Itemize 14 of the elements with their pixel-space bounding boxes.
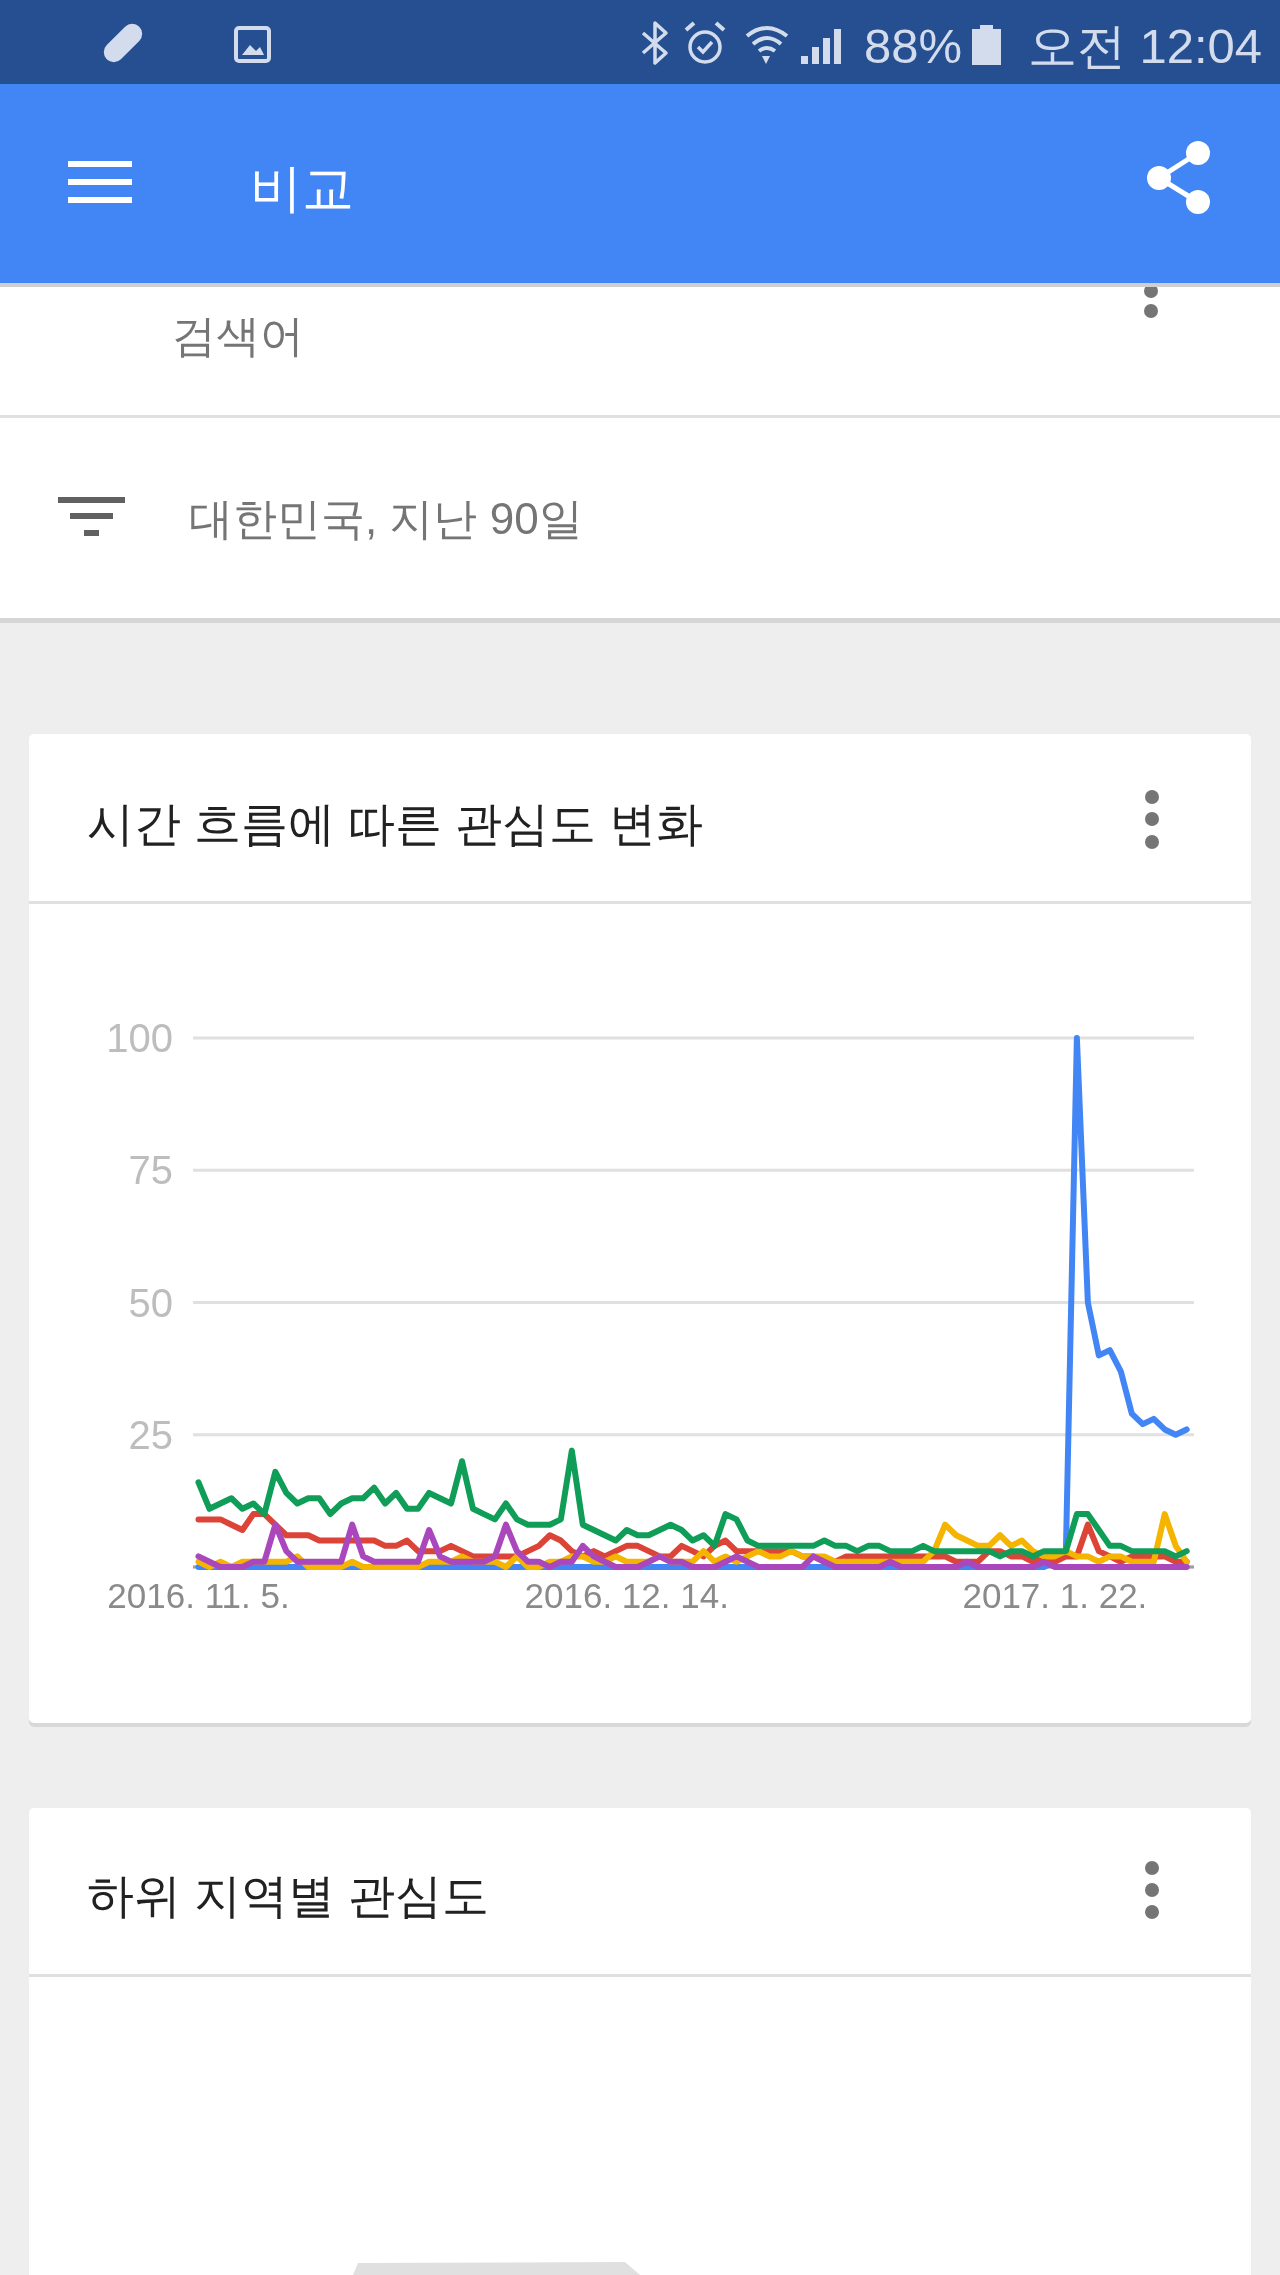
text: 88%: [863, 19, 962, 73]
y-tick-label: 100: [106, 1016, 173, 1060]
text: 대한민국, 지난 90일: [189, 494, 583, 543]
y-tick-label: 25: [128, 1412, 173, 1457]
y-tick-label: 75: [128, 1148, 173, 1193]
text: 비교: [250, 159, 354, 217]
text: 하위 지역별 관심도: [87, 1869, 490, 1922]
y-tick-label: 50: [128, 1280, 173, 1325]
chart-title: 시간 흐름에 따른 관심도 변화: [87, 797, 704, 850]
x-tick-label: 2016. 11. 5.: [107, 1576, 290, 1615]
text: 검색어: [172, 311, 304, 360]
x-tick-label: 2016. 12. 14.: [524, 1576, 729, 1615]
x-tick-label: 2017. 1. 22.: [962, 1576, 1148, 1615]
text: 오전 12:04: [1027, 19, 1262, 73]
